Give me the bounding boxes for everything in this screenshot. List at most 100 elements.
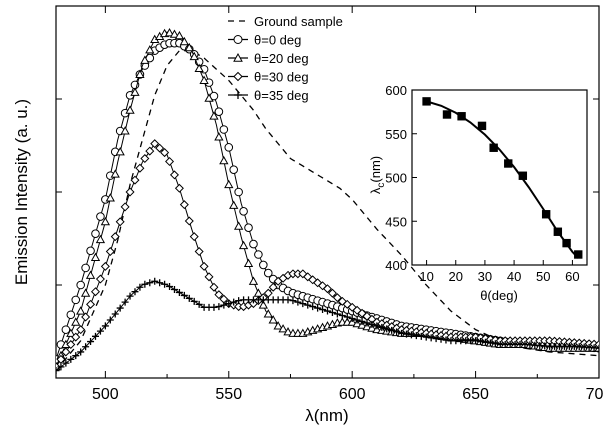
data-point [179, 200, 189, 210]
data-point [304, 301, 312, 309]
data-point [368, 320, 376, 328]
legend-entry: Ground sample [228, 14, 343, 29]
data-point [136, 283, 144, 291]
data-point [86, 246, 95, 256]
data-point [328, 309, 336, 317]
data-point [437, 335, 445, 343]
data-point [189, 51, 199, 61]
data-point [57, 363, 65, 371]
series-3 [56, 139, 599, 372]
data-point [327, 288, 337, 298]
legend-label: θ=20 deg [254, 51, 309, 66]
data-point [393, 328, 401, 336]
inset-data-point [489, 143, 498, 152]
data-point [318, 281, 328, 291]
legend: Ground sample θ=0 deg θ=20 deg θ=30 deg θ=35… [228, 14, 343, 103]
data-point [324, 307, 331, 315]
data-point [91, 332, 99, 340]
data-point [383, 325, 391, 333]
data-point [110, 232, 120, 242]
inset-x-tick-label: 60 [565, 269, 579, 284]
data-point [126, 292, 134, 300]
inset-y-tick-label: 500 [385, 171, 407, 186]
data-point [337, 296, 347, 306]
data-point [199, 75, 209, 84]
data-point [135, 163, 145, 173]
data-point [71, 317, 81, 326]
data-point [342, 299, 352, 309]
data-point [229, 165, 239, 174]
data-point [185, 294, 193, 302]
data-point [491, 340, 499, 348]
data-point [76, 325, 86, 335]
data-point [67, 355, 75, 363]
inset-series-layer [422, 97, 583, 259]
data-point [110, 169, 120, 178]
inset-x-axis-title: θ(deg) [480, 288, 518, 303]
data-point [170, 285, 178, 293]
data-point [225, 300, 233, 308]
inset-plot-frame [411, 89, 588, 266]
data-point [169, 170, 179, 180]
x-tick-label: 500 [92, 386, 119, 403]
data-point [66, 340, 76, 350]
inset-data-point [553, 227, 563, 236]
data-point [294, 298, 302, 306]
legend-marker [233, 71, 243, 82]
data-point [219, 125, 229, 134]
data-point [130, 87, 140, 96]
data-point [477, 338, 485, 346]
data-point [105, 193, 115, 202]
data-point [417, 332, 425, 340]
data-point [90, 252, 101, 262]
data-point [194, 247, 204, 257]
inset-y-tick-label: 550 [385, 127, 407, 142]
data-point [373, 322, 381, 330]
data-point [229, 200, 239, 209]
x-tick-label: 600 [339, 386, 366, 403]
data-point [214, 290, 224, 300]
data-point [100, 216, 111, 226]
data-point [169, 29, 180, 38]
data-point [145, 146, 155, 156]
data-point [363, 319, 371, 327]
data-point [61, 325, 71, 334]
inset-data-point [422, 97, 431, 106]
data-point [62, 359, 70, 367]
data-point [209, 282, 219, 292]
data-point [190, 297, 198, 305]
data-point [402, 330, 410, 338]
data-point [308, 275, 318, 285]
data-point [333, 310, 341, 318]
data-point [155, 143, 165, 153]
inset-x-tick-label: 30 [478, 269, 492, 284]
inset-y-axis-title-sub: c [376, 183, 387, 188]
data-point [72, 352, 80, 360]
data-point [220, 301, 228, 309]
data-point [164, 27, 175, 37]
data-point [230, 298, 238, 306]
inset-y-axis-title: λc(nm) [368, 156, 387, 194]
data-point [125, 105, 135, 114]
data-point [214, 107, 224, 116]
series-4 [56, 277, 599, 375]
data-point [263, 268, 273, 278]
data-point [125, 187, 135, 197]
data-point [209, 111, 219, 120]
data-point [235, 297, 243, 305]
data-point [86, 299, 96, 309]
data-point [289, 297, 297, 305]
data-point [165, 156, 175, 167]
data-point [180, 291, 188, 299]
data-point [81, 263, 90, 273]
x-axis-title: λ(nm) [305, 406, 348, 425]
legend-entry: θ=20 deg [228, 51, 309, 66]
inset-y-tick-label: 450 [385, 214, 407, 229]
data-point [146, 279, 154, 287]
inset-chart: 10 20 30 40 50 60 400 450 500 550 600 θ(deg) λc(nm… [368, 83, 588, 303]
data-point [121, 298, 129, 306]
legend-label: Ground sample [254, 14, 343, 29]
legend-label: θ=0 deg [254, 33, 301, 48]
data-point [481, 338, 489, 346]
data-point [322, 284, 333, 294]
